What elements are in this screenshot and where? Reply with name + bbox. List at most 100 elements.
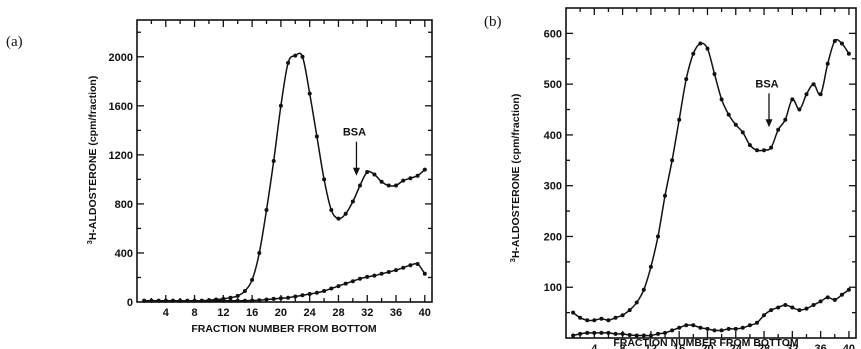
panel-a: (a) 4 8 12 16 20 24 28 32 36 40 0 400 800 1200 1600 20… (6, 19, 433, 335)
data-point (663, 330, 667, 335)
data-point (599, 330, 604, 335)
data-point (740, 130, 745, 135)
data-point (365, 274, 370, 279)
y-axis-title-sup-a: 3 (85, 240, 94, 244)
y-axis-title-main-a: H-ALDOSTERONE (cpm/fraction) (87, 76, 99, 241)
data-point (776, 305, 781, 310)
data-point (199, 298, 204, 303)
y-tick-label: 0 (127, 297, 133, 309)
data-point (293, 294, 298, 299)
x-tick-label: 24 (730, 343, 743, 349)
y-axis-title-sup-b: 3 (508, 258, 517, 262)
data-point (271, 159, 276, 163)
data-point (250, 277, 255, 282)
data-point (719, 328, 724, 333)
data-point (818, 92, 823, 97)
data-point (804, 92, 809, 97)
data-point (358, 183, 362, 188)
plot-frame-a (136, 19, 433, 303)
x-tick-label: 16 (246, 307, 258, 319)
data-point (762, 313, 766, 318)
data-point (733, 122, 738, 127)
x-tick-labels-a: 4 8 12 16 20 24 28 32 36 40 (163, 307, 431, 319)
data-point (783, 117, 788, 122)
panel-b: (b) 4 8 12 16 20 24 28 32 36 40 100 200 300 400 500 60… (484, 7, 857, 349)
data-point (811, 303, 816, 307)
data-point (804, 306, 809, 311)
y-tick-label: 300 (544, 181, 562, 193)
data-point (242, 298, 247, 303)
data-point (571, 310, 576, 315)
panel-label-b: (b) (484, 14, 502, 30)
data-point (422, 167, 427, 172)
y-axis-title-a: 3H-ALDOSTERONE (cpm/fraction) (85, 76, 99, 245)
plot-frame-b (565, 7, 857, 339)
data-point (825, 295, 830, 300)
data-point (571, 333, 576, 338)
data-point (271, 296, 276, 301)
data-point (613, 331, 618, 336)
data-point (620, 331, 625, 336)
x-tick-label: 32 (786, 343, 798, 349)
data-point (408, 176, 413, 181)
data-point (221, 298, 226, 303)
data-point (343, 281, 348, 286)
y-tick-labels-a: 0 400 800 1200 1600 2000 (109, 52, 133, 309)
data-point (634, 333, 639, 338)
data-point (307, 292, 312, 296)
y-tick-label: 200 (544, 231, 562, 243)
data-point (185, 298, 190, 303)
data-point (698, 325, 703, 330)
data-point (592, 330, 597, 335)
data-point (329, 286, 334, 291)
data-point (641, 333, 646, 338)
data-point (372, 273, 377, 278)
data-point (578, 331, 583, 336)
data-point (797, 308, 802, 313)
data-point (790, 97, 795, 102)
data-point (733, 326, 738, 331)
data-point (740, 325, 745, 330)
data-point (705, 46, 710, 51)
x-tick-label: 40 (843, 343, 855, 349)
data-point (386, 183, 391, 188)
data-point (705, 326, 710, 331)
data-point (422, 271, 427, 276)
data-point (627, 308, 632, 313)
data-point (620, 313, 625, 318)
data-point (684, 323, 689, 328)
x-tick-label: 12 (645, 343, 657, 349)
x-tick-label: 28 (758, 343, 770, 349)
y-tick-label: 600 (544, 28, 562, 40)
x-tick-label: 32 (361, 307, 373, 319)
data-point (250, 298, 255, 303)
data-point (825, 61, 830, 66)
y-tick-label: 100 (544, 282, 562, 294)
data-point (149, 298, 154, 303)
data-point (307, 91, 312, 96)
data-point (408, 263, 413, 268)
data-point (648, 264, 653, 269)
data-point (228, 295, 233, 300)
data-point (171, 298, 175, 303)
data-point (142, 298, 147, 303)
series-line-2 (144, 262, 426, 302)
data-point (648, 333, 653, 338)
data-point (207, 298, 211, 303)
data-point (726, 112, 731, 117)
data-point (585, 330, 590, 335)
data-point (677, 117, 682, 122)
data-point (790, 305, 795, 310)
data-point (322, 177, 327, 182)
data-point (264, 297, 269, 302)
data-point (677, 325, 682, 330)
data-point (192, 298, 197, 303)
data-point (278, 296, 283, 301)
bsa-arrow-head-b (765, 119, 773, 128)
y-tick-label: 500 (544, 79, 562, 91)
x-tick-labels-b: 4 8 12 16 20 24 28 32 36 40 (591, 343, 855, 349)
data-point (832, 39, 837, 43)
data-point (684, 77, 689, 82)
data-point (314, 134, 319, 139)
data-point (401, 265, 406, 270)
